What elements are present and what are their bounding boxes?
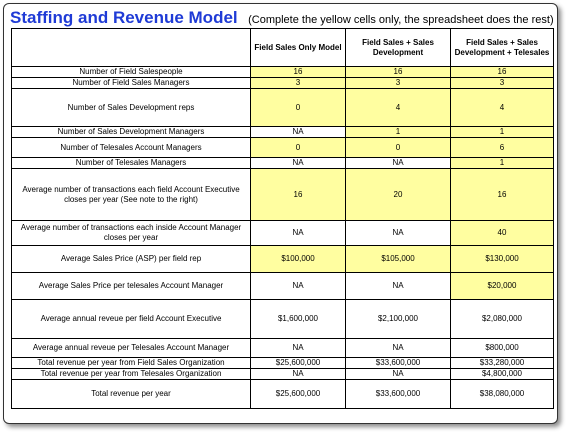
table-row: Number of Sales Development Managers NA 1 1 (11, 126, 554, 138)
value-cell: $2,100,000 (345, 299, 451, 339)
value-cell: NA (250, 272, 346, 300)
input-cell[interactable]: 20 (345, 168, 451, 221)
row-label: Total revenue per year from Telesales Or… (11, 368, 251, 380)
input-cell[interactable]: 1 (450, 126, 554, 138)
table-row: Number of Telesales Managers NA NA 1 (11, 157, 554, 169)
value-cell: $33,600,000 (345, 357, 451, 369)
input-cell[interactable]: 6 (450, 137, 554, 158)
table-row: Number of Field Salespeople 16 16 16 (11, 66, 554, 78)
input-cell[interactable]: 16 (250, 168, 346, 221)
row-label: Average number of transactions each fiel… (11, 168, 251, 221)
row-label: Number of Sales Development Managers (11, 126, 251, 138)
input-cell[interactable]: $20,000 (450, 272, 554, 300)
input-cell[interactable]: 1 (450, 157, 554, 169)
input-cell[interactable]: 3 (345, 77, 451, 89)
input-cell[interactable]: 40 (450, 220, 554, 246)
model-table: Field Sales Only Model Field Sales + Sal… (11, 28, 554, 409)
table-row: Average number of transactions each fiel… (11, 168, 554, 221)
input-cell[interactable]: 3 (450, 77, 554, 89)
row-label: Number of Sales Development reps (11, 88, 251, 127)
table-row: Average number of transactions each insi… (11, 220, 554, 246)
value-cell: $2,080,000 (450, 299, 554, 339)
value-cell: $800,000 (450, 338, 554, 358)
row-label: Total revenue per year (11, 379, 251, 409)
row-label: Average annual reveue per field Account … (11, 299, 251, 339)
table-row: Number of Telesales Account Managers 0 0 6 (11, 137, 554, 158)
value-cell: $33,280,000 (450, 357, 554, 369)
input-cell[interactable]: $100,000 (250, 245, 346, 273)
table-row: Total revenue per year from Field Sales … (11, 357, 554, 369)
column-header-field-sales-plus-sd: Field Sales + Sales Development (345, 28, 451, 67)
row-label: Number of Telesales Managers (11, 157, 251, 169)
value-cell: NA (345, 157, 451, 169)
header: Staffing and Revenue Model (Complete the… (10, 8, 554, 28)
table-row: Average Sales Price per telesales Accoun… (11, 272, 554, 300)
value-cell: NA (250, 126, 346, 138)
value-cell: $25,600,000 (250, 357, 346, 369)
column-header-field-sales-only: Field Sales Only Model (250, 28, 346, 67)
spreadsheet-panel: Staffing and Revenue Model (Complete the… (3, 3, 558, 424)
value-cell: NA (345, 368, 451, 380)
row-label: Average Sales Price per telesales Accoun… (11, 272, 251, 300)
value-cell: $25,600,000 (250, 379, 346, 409)
input-cell[interactable]: 0 (250, 88, 346, 127)
row-label: Number of Telesales Account Managers (11, 137, 251, 158)
table-row: Average annual reveue per field Account … (11, 299, 554, 339)
value-cell: NA (345, 338, 451, 358)
table-row: Number of Sales Development reps 0 4 4 (11, 88, 554, 127)
table-row: Total revenue per year $25,600,000 $33,600… (11, 379, 554, 409)
header-row: Field Sales Only Model Field Sales + Sal… (11, 28, 554, 67)
value-cell: NA (250, 338, 346, 358)
value-cell: $4,800,000 (450, 368, 554, 380)
column-header-field-sales-plus-sd-telesales: Field Sales + Sales Development + Telesa… (450, 28, 554, 67)
value-cell: NA (345, 220, 451, 246)
input-cell[interactable]: 16 (345, 66, 451, 78)
input-cell[interactable]: 0 (250, 137, 346, 158)
input-cell[interactable]: 1 (345, 126, 451, 138)
table-row: Average annual reveue per Telesales Acco… (11, 338, 554, 358)
row-label: Total revenue per year from Field Sales … (11, 357, 251, 369)
input-cell[interactable]: 16 (450, 168, 554, 221)
row-label: Average number of transactions each insi… (11, 220, 251, 246)
input-cell[interactable]: 16 (250, 66, 346, 78)
row-label: Average annual reveue per Telesales Acco… (11, 338, 251, 358)
value-cell: $33,600,000 (345, 379, 451, 409)
row-label: Average Sales Price (ASP) per field rep (11, 245, 251, 273)
input-cell[interactable]: 16 (450, 66, 554, 78)
page-title: Staffing and Revenue Model (10, 8, 238, 27)
instructions-text: (Complete the yellow cells only, the spr… (248, 14, 554, 26)
value-cell: NA (250, 368, 346, 380)
row-label: Number of Field Sales Managers (11, 77, 251, 89)
table-row: Number of Field Sales Managers 3 3 3 (11, 77, 554, 89)
input-cell[interactable]: 0 (345, 137, 451, 158)
input-cell[interactable]: $130,000 (450, 245, 554, 273)
input-cell[interactable]: 4 (345, 88, 451, 127)
value-cell: $1,600,000 (250, 299, 346, 339)
table-row: Average Sales Price (ASP) per field rep $… (11, 245, 554, 273)
value-cell: NA (345, 272, 451, 300)
input-cell[interactable]: $105,000 (345, 245, 451, 273)
column-header-label (11, 28, 251, 67)
value-cell: NA (250, 157, 346, 169)
row-label: Number of Field Salespeople (11, 66, 251, 78)
value-cell: $38,080,000 (450, 379, 554, 409)
input-cell[interactable]: 4 (450, 88, 554, 127)
value-cell: NA (250, 220, 346, 246)
input-cell[interactable]: 3 (250, 77, 346, 89)
table-row: Total revenue per year from Telesales Or… (11, 368, 554, 380)
